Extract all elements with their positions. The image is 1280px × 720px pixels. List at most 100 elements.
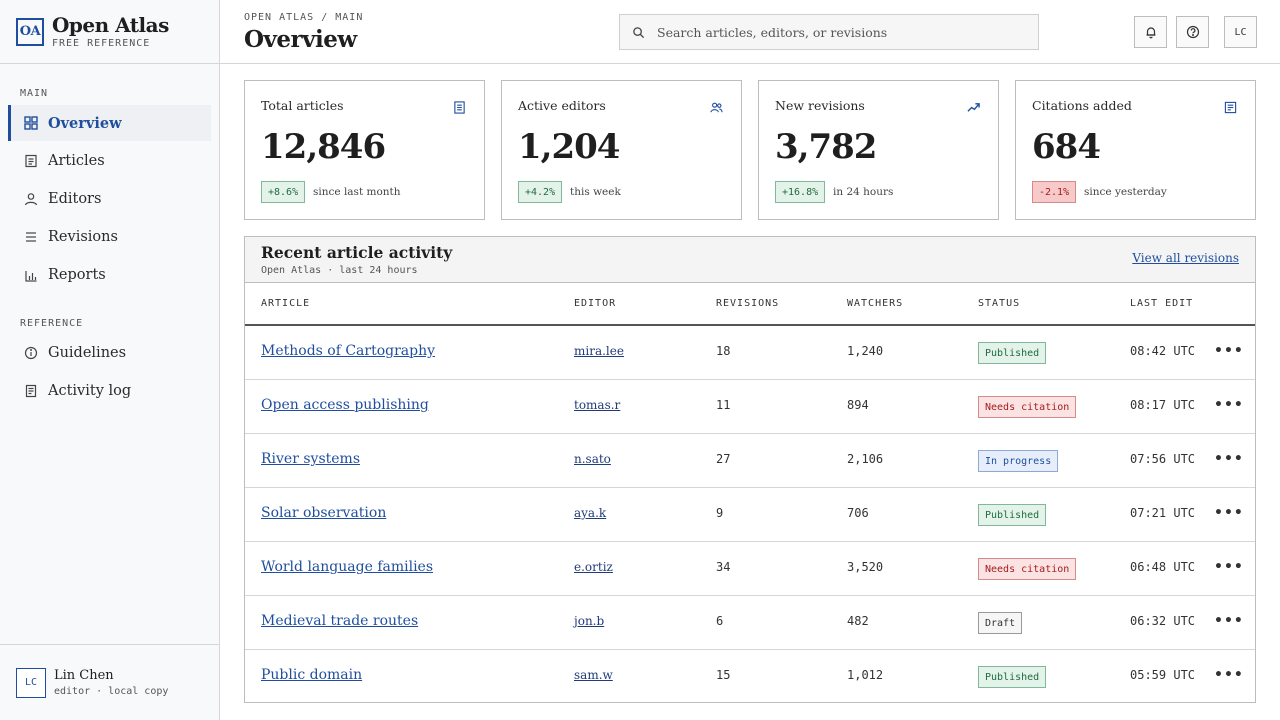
notifications-button[interactable] xyxy=(1134,16,1167,48)
stat-card-new-revisions: New revisions 3,782 +16.8% in 24 hours xyxy=(758,80,999,220)
bar-chart-icon xyxy=(24,268,38,282)
sidebar-item-label: Overview xyxy=(48,114,122,132)
watchers-count: 1,240 xyxy=(847,344,884,358)
watchers-count: 706 xyxy=(847,506,869,520)
bell-icon xyxy=(1146,27,1155,39)
nav-section-reference: REFERENCE xyxy=(20,318,84,329)
watchers-count: 1,012 xyxy=(847,668,884,682)
article-link[interactable]: River systems xyxy=(261,451,361,467)
sidebar-item-guidelines[interactable]: Guidelines xyxy=(8,335,211,371)
last-edit-time: 08:42 UTC xyxy=(1130,344,1196,358)
table-row: Solar observation aya.k 9 706 Published … xyxy=(245,488,1255,542)
last-edit-time: 06:48 UTC xyxy=(1130,560,1196,574)
article-link[interactable]: World language families xyxy=(261,559,434,575)
list-icon xyxy=(24,230,38,244)
watchers-count: 3,520 xyxy=(847,560,884,574)
row-more-icon[interactable]: ••• xyxy=(1214,343,1244,359)
status-badge: Published xyxy=(978,666,1047,688)
help-button[interactable] xyxy=(1176,16,1209,48)
stat-card-active-editors: Active editors 1,204 +4.2% this week xyxy=(501,80,742,220)
row-more-icon[interactable]: ••• xyxy=(1214,451,1244,467)
editor-link[interactable]: aya.k xyxy=(574,506,607,520)
article-link[interactable]: Medieval trade routes xyxy=(261,613,419,629)
recent-activity-panel: Recent article activity Open Atlas · las… xyxy=(244,236,1256,703)
page-title: Overview xyxy=(244,26,357,53)
sidebar-item-revisions[interactable]: Revisions xyxy=(8,219,211,255)
table-header: ARTICLE EDITOR REVISIONS WATCHERS STATUS… xyxy=(245,283,1255,326)
column-header-status[interactable]: STATUS xyxy=(978,298,1021,309)
trend-up-icon xyxy=(967,99,980,112)
column-header-last-edit[interactable]: LAST EDIT xyxy=(1130,298,1194,309)
sidebar-item-overview[interactable]: Overview xyxy=(8,105,211,141)
revisions-count: 27 xyxy=(716,452,731,466)
status-badge: Needs citation xyxy=(978,558,1077,580)
search-box[interactable] xyxy=(619,14,1039,50)
log-icon xyxy=(24,384,38,398)
panel-title: Recent article activity xyxy=(261,243,453,262)
stat-card-total-articles: Total articles 12,846 +8.6% since last m… xyxy=(244,80,485,220)
sidebar-item-editors[interactable]: Editors xyxy=(8,181,211,217)
user-name: Lin Chen xyxy=(54,668,114,683)
column-header-article[interactable]: ARTICLE xyxy=(261,298,311,309)
logo[interactable]: OA xyxy=(16,17,44,46)
stat-note: since last month xyxy=(313,186,401,198)
editor-link[interactable]: jon.b xyxy=(574,614,605,628)
last-edit-time: 07:56 UTC xyxy=(1130,452,1196,466)
editor-link[interactable]: tomas.r xyxy=(574,398,621,412)
row-more-icon[interactable]: ••• xyxy=(1214,397,1244,413)
column-header-editor[interactable]: EDITOR xyxy=(574,298,617,309)
user-menu-button[interactable]: LC xyxy=(1224,16,1257,48)
status-badge: Draft xyxy=(978,612,1023,634)
watchers-count: 894 xyxy=(847,398,869,412)
info-icon xyxy=(24,346,38,360)
stat-label: New revisions xyxy=(775,98,865,113)
grid-icon xyxy=(24,116,38,130)
avatar: LC xyxy=(16,667,46,698)
article-link[interactable]: Methods of Cartography xyxy=(261,343,436,359)
article-link[interactable]: Solar observation xyxy=(261,505,387,521)
citation-icon xyxy=(1224,99,1237,114)
stat-label: Citations added xyxy=(1032,98,1132,113)
table-row: Methods of Cartography mira.lee 18 1,240… xyxy=(245,326,1255,380)
view-all-revisions-link[interactable]: View all revisions xyxy=(1132,251,1239,265)
revisions-count: 9 xyxy=(716,506,724,520)
sidebar-item-label: Reports xyxy=(48,267,106,283)
sidebar-item-label: Guidelines xyxy=(48,345,127,361)
column-header-revisions[interactable]: REVISIONS xyxy=(716,298,780,309)
user-profile[interactable]: LC Lin Chen editor · local copy xyxy=(0,644,219,720)
document-icon xyxy=(24,154,38,168)
sidebar-item-reports[interactable]: Reports xyxy=(8,257,211,293)
stat-value: 1,204 xyxy=(518,127,620,167)
stat-note: this week xyxy=(570,186,621,198)
revisions-count: 6 xyxy=(716,614,724,628)
row-more-icon[interactable]: ••• xyxy=(1214,505,1244,521)
article-link[interactable]: Open access publishing xyxy=(261,397,429,413)
table-row: World language families e.ortiz 34 3,520… xyxy=(245,542,1255,596)
stat-delta: +16.8% xyxy=(775,181,826,203)
row-more-icon[interactable]: ••• xyxy=(1214,613,1244,629)
editor-link[interactable]: sam.w xyxy=(574,668,613,682)
column-header-watchers[interactable]: WATCHERS xyxy=(847,298,904,309)
article-link[interactable]: Public domain xyxy=(261,667,363,683)
stat-note: since yesterday xyxy=(1084,186,1167,198)
editor-link[interactable]: e.ortiz xyxy=(574,560,613,574)
watchers-count: 2,106 xyxy=(847,452,884,466)
editor-link[interactable]: n.sato xyxy=(574,452,611,466)
stat-delta: +8.6% xyxy=(261,181,306,203)
table-row: Public domain sam.w 15 1,012 Published 0… xyxy=(245,650,1255,704)
editor-link[interactable]: mira.lee xyxy=(574,344,624,358)
person-icon xyxy=(24,192,38,206)
sidebar: OA Open Atlas FREE REFERENCE MAIN Overvi… xyxy=(0,0,220,720)
brand-subtitle: FREE REFERENCE xyxy=(52,38,151,49)
panel-header: Recent article activity Open Atlas · las… xyxy=(245,237,1255,283)
top-header: OPEN ATLAS / MAIN Overview LC xyxy=(220,0,1280,64)
search-icon xyxy=(633,26,645,38)
search-input[interactable] xyxy=(657,24,1027,40)
sidebar-item-activity-log[interactable]: Activity log xyxy=(8,373,211,409)
stat-label: Active editors xyxy=(518,98,606,113)
sidebar-item-label: Articles xyxy=(48,153,105,169)
row-more-icon[interactable]: ••• xyxy=(1214,559,1244,575)
table-row: Open access publishing tomas.r 11 894 Ne… xyxy=(245,380,1255,434)
row-more-icon[interactable]: ••• xyxy=(1214,667,1244,683)
sidebar-item-articles[interactable]: Articles xyxy=(8,143,211,179)
